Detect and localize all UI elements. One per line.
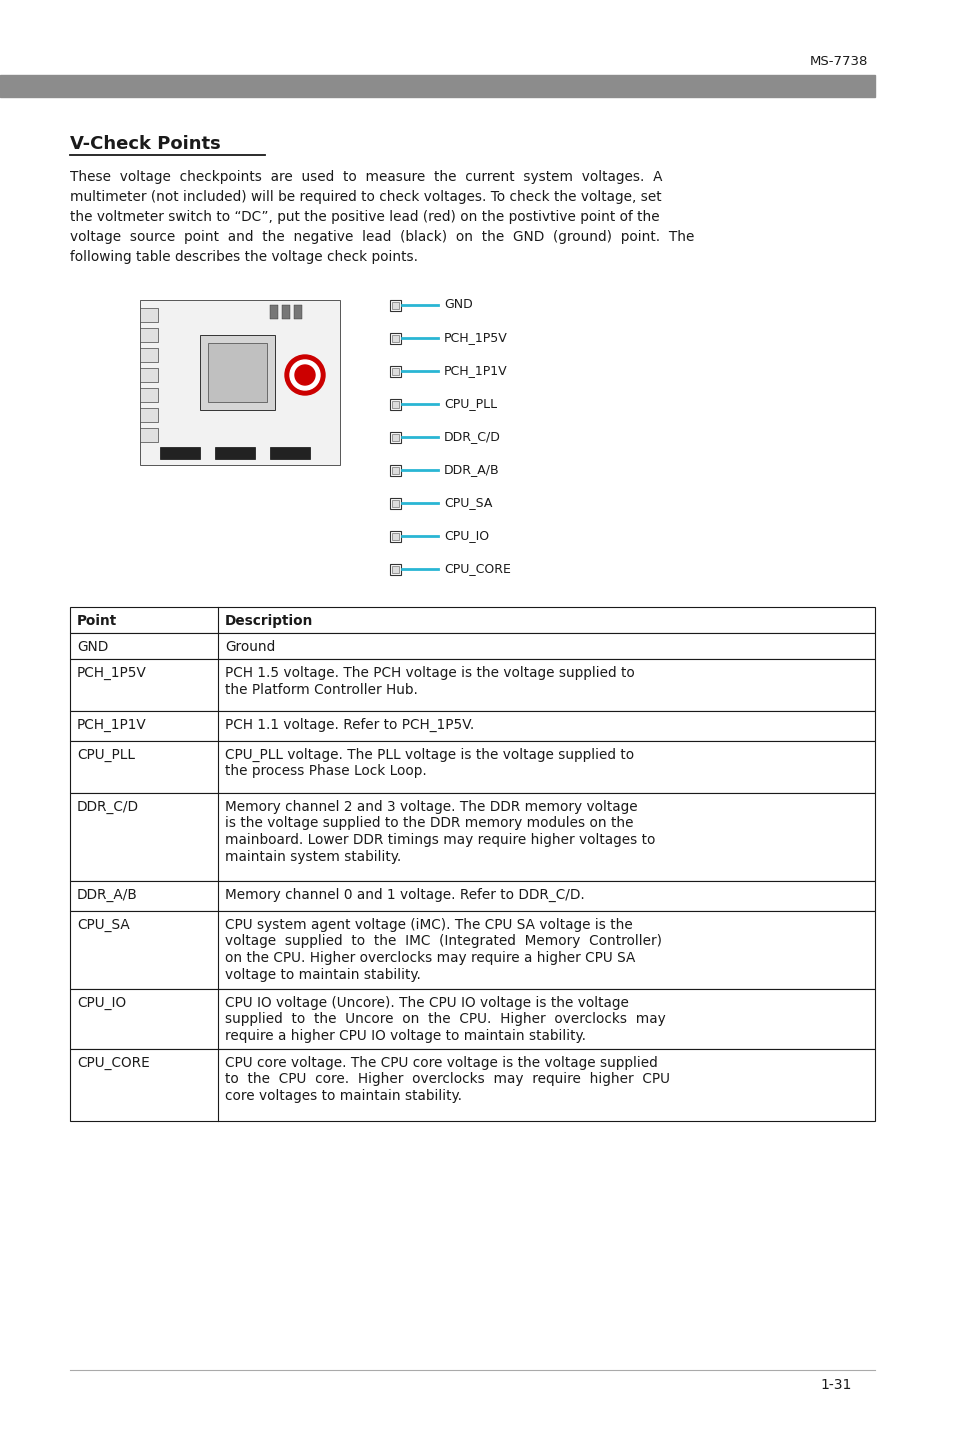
- Bar: [392, 566, 398, 573]
- Bar: [392, 401, 398, 408]
- Text: CPU_SA: CPU_SA: [443, 497, 492, 510]
- Bar: [160, 447, 200, 460]
- Text: CPU_PLL: CPU_PLL: [77, 748, 135, 762]
- Text: core voltages to maintain stability.: core voltages to maintain stability.: [225, 1088, 461, 1103]
- Bar: [140, 388, 158, 402]
- Text: voltage  source  point  and  the  negative  lead  (black)  on  the  GND  (ground: voltage source point and the negative le…: [70, 231, 694, 243]
- Text: Memory channel 0 and 1 voltage. Refer to DDR_C/D.: Memory channel 0 and 1 voltage. Refer to…: [225, 888, 584, 902]
- Text: DDR_C/D: DDR_C/D: [443, 431, 500, 444]
- Bar: [70, 607, 874, 633]
- Text: the voltmeter switch to “DC”, put the positive lead (red) on the postivtive poin: the voltmeter switch to “DC”, put the po…: [70, 211, 659, 223]
- Text: CPU_SA: CPU_SA: [77, 918, 130, 932]
- Text: DDR_A/B: DDR_A/B: [77, 888, 137, 902]
- Bar: [390, 432, 400, 442]
- Bar: [70, 633, 874, 659]
- Bar: [392, 368, 398, 375]
- Bar: [390, 531, 400, 541]
- Bar: [0, 74, 874, 97]
- Text: GND: GND: [77, 640, 108, 654]
- Text: multimeter (not included) will be required to check voltages. To check the volta: multimeter (not included) will be requir…: [70, 190, 661, 203]
- Bar: [70, 712, 874, 740]
- Bar: [390, 400, 400, 410]
- Bar: [390, 564, 400, 576]
- Text: to  the  CPU  core.  Higher  overclocks  may  require  higher  CPU: to the CPU core. Higher overclocks may r…: [225, 1073, 669, 1087]
- Text: CPU_PLL: CPU_PLL: [443, 398, 497, 411]
- Text: the Platform Controller Hub.: the Platform Controller Hub.: [225, 683, 417, 696]
- Text: DDR_C/D: DDR_C/D: [77, 800, 139, 813]
- Bar: [392, 335, 398, 342]
- Bar: [392, 302, 398, 309]
- Text: CPU IO voltage (Uncore). The CPU IO voltage is the voltage: CPU IO voltage (Uncore). The CPU IO volt…: [225, 997, 628, 1010]
- Circle shape: [294, 365, 314, 385]
- Bar: [392, 533, 398, 540]
- Bar: [392, 467, 398, 474]
- Text: supplied  to  the  Uncore  on  the  CPU.  Higher  overclocks  may: supplied to the Uncore on the CPU. Highe…: [225, 1012, 665, 1027]
- Bar: [70, 881, 874, 911]
- Bar: [140, 368, 158, 382]
- Text: maintain system stability.: maintain system stability.: [225, 849, 401, 863]
- Text: V-Check Points: V-Check Points: [70, 135, 220, 153]
- Bar: [390, 367, 400, 377]
- Text: is the voltage supplied to the DDR memory modules on the: is the voltage supplied to the DDR memor…: [225, 816, 633, 831]
- Bar: [294, 305, 302, 319]
- Text: Chapter 1: Chapter 1: [934, 309, 948, 391]
- Text: Ground: Ground: [225, 640, 275, 654]
- Text: 1-31: 1-31: [820, 1378, 850, 1392]
- Text: following table describes the voltage check points.: following table describes the voltage ch…: [70, 251, 417, 263]
- Text: These  voltage  checkpoints  are  used  to  measure  the  current  system  volta: These voltage checkpoints are used to me…: [70, 170, 661, 183]
- Circle shape: [290, 359, 319, 390]
- Bar: [70, 911, 874, 990]
- Bar: [70, 740, 874, 793]
- Text: GND: GND: [443, 298, 473, 312]
- Text: voltage  supplied  to  the  IMC  (Integrated  Memory  Controller): voltage supplied to the IMC (Integrated …: [225, 935, 661, 948]
- Bar: [70, 990, 874, 1050]
- Text: Point: Point: [77, 614, 117, 629]
- Bar: [140, 408, 158, 422]
- Bar: [390, 465, 400, 475]
- Bar: [70, 793, 874, 881]
- Bar: [200, 335, 274, 410]
- Bar: [140, 328, 158, 342]
- Bar: [140, 428, 158, 442]
- Text: CPU_CORE: CPU_CORE: [443, 563, 511, 576]
- Text: voltage to maintain stability.: voltage to maintain stability.: [225, 968, 420, 981]
- Bar: [214, 447, 254, 460]
- Text: PCH_1P1V: PCH_1P1V: [443, 365, 507, 378]
- Bar: [270, 305, 277, 319]
- Bar: [392, 434, 398, 441]
- Bar: [392, 500, 398, 507]
- Bar: [390, 299, 400, 311]
- Text: PCH 1.1 voltage. Refer to PCH_1P5V.: PCH 1.1 voltage. Refer to PCH_1P5V.: [225, 717, 474, 732]
- Text: MS-7738: MS-7738: [809, 54, 867, 67]
- Circle shape: [285, 355, 325, 395]
- Text: CPU_IO: CPU_IO: [77, 997, 126, 1010]
- Bar: [270, 447, 310, 460]
- Text: require a higher CPU IO voltage to maintain stability.: require a higher CPU IO voltage to maint…: [225, 1030, 585, 1042]
- Text: the process Phase Lock Loop.: the process Phase Lock Loop.: [225, 765, 426, 779]
- Text: CPU_CORE: CPU_CORE: [77, 1055, 150, 1070]
- Text: CPU_IO: CPU_IO: [443, 530, 489, 543]
- Bar: [140, 308, 158, 322]
- Text: DDR_A/B: DDR_A/B: [443, 464, 499, 477]
- Bar: [208, 344, 267, 402]
- Bar: [70, 659, 874, 712]
- Bar: [390, 498, 400, 508]
- Text: Memory channel 2 and 3 voltage. The DDR memory voltage: Memory channel 2 and 3 voltage. The DDR …: [225, 800, 637, 813]
- Text: CPU core voltage. The CPU core voltage is the voltage supplied: CPU core voltage. The CPU core voltage i…: [225, 1055, 657, 1070]
- Text: on the CPU. Higher overclocks may require a higher CPU SA: on the CPU. Higher overclocks may requir…: [225, 951, 635, 965]
- Text: CPU_PLL voltage. The PLL voltage is the voltage supplied to: CPU_PLL voltage. The PLL voltage is the …: [225, 748, 634, 762]
- Text: PCH_1P1V: PCH_1P1V: [77, 717, 147, 732]
- Bar: [390, 334, 400, 344]
- Text: PCH 1.5 voltage. The PCH voltage is the voltage supplied to: PCH 1.5 voltage. The PCH voltage is the …: [225, 666, 634, 680]
- Text: CPU system agent voltage (iMC). The CPU SA voltage is the: CPU system agent voltage (iMC). The CPU …: [225, 918, 632, 932]
- Bar: [140, 348, 158, 362]
- Text: Description: Description: [225, 614, 313, 629]
- Text: PCH_1P5V: PCH_1P5V: [77, 666, 147, 680]
- Bar: [140, 299, 339, 465]
- Text: PCH_1P5V: PCH_1P5V: [443, 331, 507, 345]
- Text: mainboard. Lower DDR timings may require higher voltages to: mainboard. Lower DDR timings may require…: [225, 833, 655, 846]
- Bar: [282, 305, 290, 319]
- Bar: [70, 1050, 874, 1121]
